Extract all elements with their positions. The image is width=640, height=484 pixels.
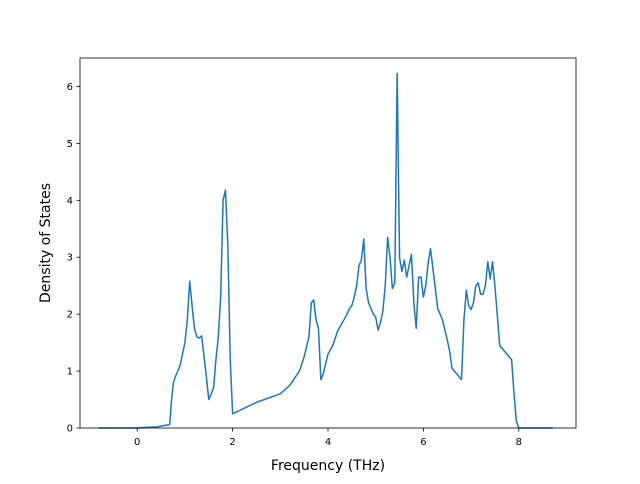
x-tick-label: 8 [516, 437, 522, 448]
x-tick-label: 6 [420, 437, 426, 448]
x-axis-label: Frequency (THz) [271, 458, 385, 474]
y-tick-label: 1 [67, 367, 73, 378]
y-tick-label: 0 [67, 424, 73, 435]
x-tick-label: 2 [229, 437, 235, 448]
series-line [98, 72, 553, 429]
y-axis-label: Density of States [38, 183, 54, 303]
y-axis-ticks: 0 1 2 3 4 5 6 [67, 82, 80, 435]
y-tick-label: 3 [67, 253, 73, 264]
x-tick-label: 0 [134, 437, 140, 448]
y-tick-label: 2 [67, 310, 73, 321]
x-tick-label: 4 [325, 437, 331, 448]
y-tick-label: 5 [67, 139, 73, 150]
y-tick-label: 4 [67, 196, 73, 207]
y-tick-label: 6 [67, 82, 73, 93]
plot-area [80, 58, 576, 428]
x-axis-ticks: 0 2 4 6 8 [134, 428, 522, 448]
